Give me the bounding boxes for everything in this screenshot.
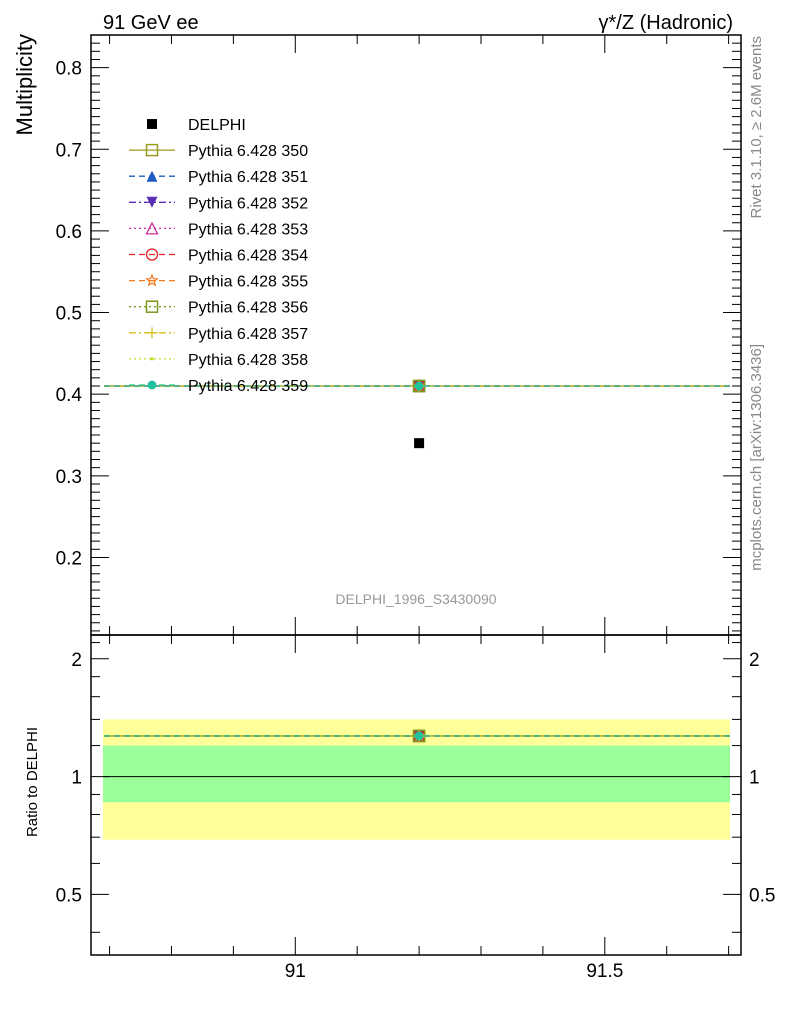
legend-marker-350 xyxy=(145,143,159,157)
analysis-watermark: DELPHI_1996_S3430090 xyxy=(335,591,496,607)
band-inner xyxy=(103,745,730,803)
main-y-tick-label: 0.2 xyxy=(56,548,82,569)
legend-label-355: Pythia 6.428 355 xyxy=(188,274,308,291)
main-y-tick-label: 0.3 xyxy=(56,467,82,488)
legend: DELPHI Pythia 6.428 350 Pythia 6.428 351 Py… xyxy=(129,117,308,395)
header-left-title: 91 GeV ee xyxy=(103,12,199,34)
legend-marker-351 xyxy=(146,170,158,182)
ratio-y-tick-label: 1 xyxy=(71,768,82,789)
x-tick-label: 91.5 xyxy=(586,961,623,982)
main-ylabel: Multiplicity xyxy=(12,34,37,135)
legend-marker-359 xyxy=(147,380,157,390)
x-tick-label: 91 xyxy=(285,961,306,982)
ratio-y-tick-label-right: 1 xyxy=(749,768,760,789)
legend-marker-353 xyxy=(145,221,159,235)
ratio-ylabel: Ratio to DELPHI xyxy=(24,727,41,837)
ratio-marker-359 xyxy=(414,731,424,741)
legend-marker-354 xyxy=(145,248,159,261)
series-marker-359 xyxy=(414,381,424,391)
legend-label-353: Pythia 6.428 353 xyxy=(188,221,308,238)
legend-label-354: Pythia 6.428 354 xyxy=(188,248,308,265)
ratio-frame-border xyxy=(90,634,742,956)
header-right-title: γ*/Z (Hadronic) xyxy=(599,12,733,34)
legend-marker-352 xyxy=(146,196,158,208)
main-y-tick-label: 0.8 xyxy=(56,59,82,80)
mcplots-label: mcplots.cern.ch [arXiv:1306.3436] xyxy=(748,344,765,571)
legend-label-delphi: DELPHI xyxy=(188,117,246,134)
legend-label-359: Pythia 6.428 359 xyxy=(188,378,308,395)
ratio-y-tick-label: 2 xyxy=(71,650,82,671)
legend-marker-357 xyxy=(146,327,158,339)
rivet-label: Rivet 3.1.10, ≥ 2.6M events xyxy=(748,36,765,219)
main-y-tick-label: 0.7 xyxy=(56,140,82,161)
main-plot-frame: 0.2 0.3 0.4 0.5 0.6 0.7 0.8 xyxy=(56,34,742,636)
legend-label-351: Pythia 6.428 351 xyxy=(188,169,308,186)
legend-label-357: Pythia 6.428 357 xyxy=(188,326,308,343)
ratio-series-group xyxy=(104,728,730,743)
legend-marker-358 xyxy=(150,357,154,361)
legend-marker-355 xyxy=(145,273,159,287)
legend-label-358: Pythia 6.428 358 xyxy=(188,352,308,369)
ratio-plot-frame: 91 91.5 0.5 0.5 1 1 2 2 xyxy=(56,634,775,982)
main-y-tick-label: 0.4 xyxy=(56,385,83,406)
ratio-y-tick-label: 0.5 xyxy=(56,885,82,906)
main-series-group xyxy=(104,378,730,449)
data-point-delphi xyxy=(414,438,425,449)
legend-marker-356 xyxy=(145,300,159,313)
legend-label-356: Pythia 6.428 356 xyxy=(188,300,308,317)
main-y-tick-label: 0.6 xyxy=(56,222,82,243)
legend-label-350: Pythia 6.428 350 xyxy=(188,143,308,160)
ratio-y-tick-label-right: 0.5 xyxy=(749,885,775,906)
main-y-tick-label: 0.5 xyxy=(56,304,82,325)
legend-marker-delphi xyxy=(147,119,157,129)
ratio-y-tick-label-right: 2 xyxy=(749,650,760,671)
legend-label-352: Pythia 6.428 352 xyxy=(188,195,308,212)
